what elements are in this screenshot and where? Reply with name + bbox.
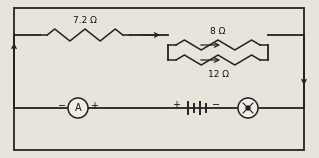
Text: 7.2 Ω: 7.2 Ω [73, 16, 97, 25]
Text: A: A [75, 103, 81, 113]
Circle shape [68, 98, 88, 118]
Bar [14, 8, 304, 150]
Text: −: − [212, 100, 220, 110]
Text: +: + [172, 100, 180, 110]
Circle shape [238, 98, 258, 118]
Text: 12 Ω: 12 Ω [207, 70, 228, 79]
Text: −: − [58, 101, 66, 111]
Circle shape [246, 106, 250, 110]
Text: 8 Ω: 8 Ω [210, 27, 226, 36]
Text: +: + [90, 101, 98, 111]
